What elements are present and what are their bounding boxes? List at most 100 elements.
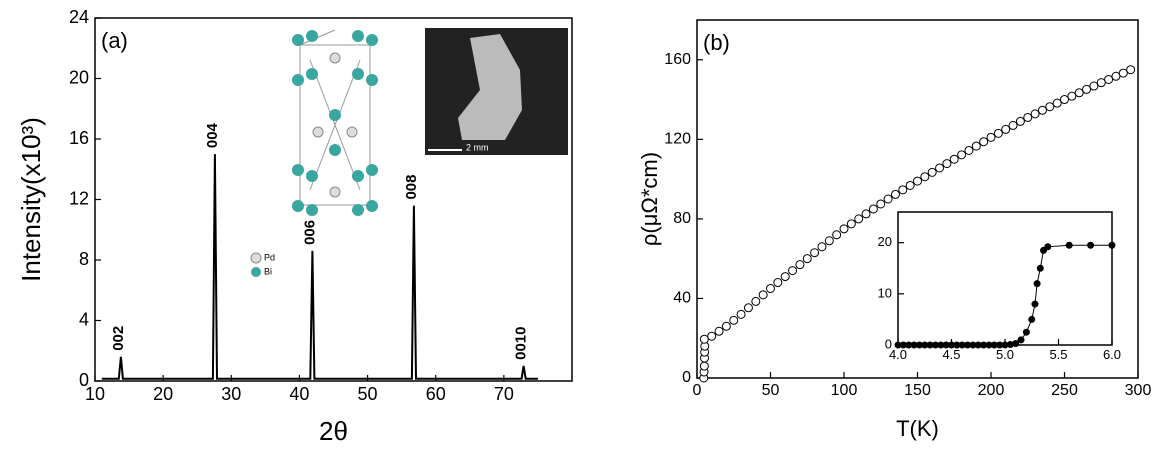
data-point [1031,300,1039,308]
data-point [927,167,937,177]
x-tick-label: 200 [978,382,1005,399]
peak-label: 002 [110,326,127,351]
y-tick-label: 20 [69,67,89,87]
x-tick-label: 300 [1125,382,1152,399]
y-tick-label: 20 [878,234,892,249]
x-tick-label: 20 [153,384,173,404]
data-point [824,236,834,246]
y-tick-label: 12 [69,188,89,208]
data-point [1008,120,1018,130]
data-point [1036,264,1044,272]
panel-label: (b) [703,30,730,55]
data-point [1044,243,1052,251]
scale-bar-label: 2 mm [466,142,489,152]
x-tick-label: 10 [85,384,105,404]
data-point [905,180,915,190]
data-point [846,219,856,229]
data-point [699,361,709,371]
data-point [942,159,952,169]
data-point [1030,109,1040,119]
data-point [1037,105,1047,115]
data-point [1087,241,1095,249]
data-point [913,176,922,186]
data-point [1052,98,1062,108]
data-point [817,242,827,252]
panel-label: (a) [101,28,128,53]
xrd-line [101,154,538,380]
y-tick-label: 120 [664,131,691,148]
peak-label: 004 [204,122,221,148]
x-tick-label: 100 [831,382,858,399]
data-point [839,224,849,234]
data-point [832,230,842,240]
data-point [1096,78,1106,88]
data-point [743,303,753,313]
data-point [758,290,768,300]
peak-label: 008 [403,175,420,200]
data-point [1023,112,1033,122]
data-point [890,189,900,199]
y-tick-label: 4 [79,309,89,329]
data-point [854,214,864,224]
data-point [1022,328,1030,336]
x-tick-label: 5.5 [1049,347,1067,362]
data-point [788,266,798,276]
data-point [1065,241,1073,249]
data-point [920,172,930,182]
data-point [766,284,775,293]
data-point [1033,280,1041,288]
x-tick-label: 50 [358,384,378,404]
data-point [699,334,709,344]
y-tick-label: 0 [79,370,89,390]
data-point [1126,65,1136,75]
x-tick-label: 6.0 [1103,347,1121,362]
y-tick-label: 0 [682,369,691,386]
data-point [780,272,790,282]
x-tick-label: 4.5 [942,347,960,362]
data-point [979,137,989,147]
crystal-inset [250,29,378,277]
data-point [1001,124,1011,134]
data-point [876,199,886,209]
data-point [714,326,724,336]
data-point [1108,241,1116,249]
legend-bi-dot [251,267,261,277]
y-axis-label: Intensity(x10³) [16,117,46,282]
data-point [1017,336,1025,344]
y-tick-label: 0 [885,336,892,351]
legend-label: Pd [264,252,275,262]
x-tick-label: 60 [426,384,446,404]
y-tick-label: 8 [79,249,89,269]
data-point [935,163,945,173]
data-point [1060,95,1069,105]
y-tick-label: 24 [69,7,89,27]
data-point [1082,84,1092,94]
x-tick-label: 70 [494,384,514,404]
data-point [1104,74,1114,84]
bi-atoms [292,30,378,216]
data-point [736,309,746,319]
y-tick-label: 160 [664,51,691,68]
pd-atoms [312,52,358,198]
data-point [898,185,908,195]
y-axis-label: ρ(μΩ*cm) [637,152,662,246]
x-tick-label: 40 [289,384,309,404]
data-point [721,321,731,331]
bond [309,59,361,191]
legend-label: Bi [264,266,272,276]
data-point [986,132,996,142]
data-point [1012,339,1020,347]
y-tick-label: 16 [69,128,89,148]
data-point [810,248,820,258]
x-tick-label: 30 [221,384,241,404]
y-tick-label: 40 [673,290,691,307]
data-point [1089,81,1099,91]
data-point [1118,68,1128,78]
data-point [964,145,974,155]
data-point [751,296,761,306]
data-point [1111,71,1121,81]
x-tick-label: 250 [1051,382,1078,399]
y-tick-label: 80 [673,210,691,227]
data-point [868,204,878,214]
